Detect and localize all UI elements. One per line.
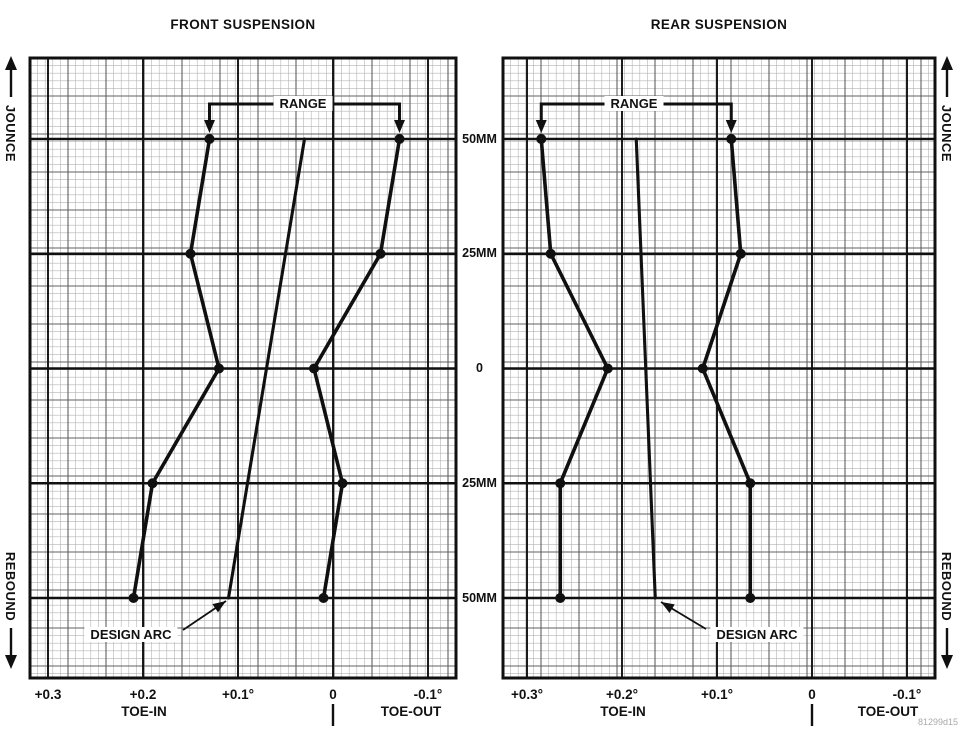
data-point-marker <box>337 478 348 489</box>
jounce-axis-label-right: JOUNCE <box>938 56 956 165</box>
jounce-text: JOUNCE <box>939 104 955 162</box>
down-arrowhead-icon <box>535 120 547 133</box>
data-point-marker <box>745 478 756 489</box>
range-callout-rear: RANGE <box>604 96 664 111</box>
rear-chart-title: REAR SUSPENSION <box>650 17 788 32</box>
design-arc-line <box>226 137 307 600</box>
down-arrow-icon <box>5 628 17 669</box>
y-tick-label: 25MM <box>462 475 497 490</box>
data-point-marker <box>309 363 319 374</box>
data-point-marker <box>735 248 746 259</box>
data-point-marker <box>536 134 547 144</box>
y-tick-label: 50MM <box>462 590 497 605</box>
data-point-marker <box>555 593 566 603</box>
rebound-axis-label-left: REBOUND <box>2 548 20 669</box>
down-arrowhead-icon <box>725 120 737 133</box>
data-point-marker <box>214 363 224 374</box>
rebound-text: REBOUND <box>3 551 19 621</box>
down-arrowhead-icon <box>204 120 215 133</box>
range-callout-front: RANGE <box>273 96 333 111</box>
data-point-marker <box>318 593 329 603</box>
arrowhead-icon <box>212 601 226 613</box>
y-tick-label: 50MM <box>462 131 497 146</box>
design-arc-callout-front: DESIGN ARC <box>84 627 178 642</box>
up-arrow-icon <box>941 56 953 97</box>
toe-in-label-rear: TOE-IN <box>600 704 646 719</box>
rebound-axis-label-right: REBOUND <box>938 548 956 669</box>
down-arrow-icon <box>941 628 953 669</box>
data-point-marker <box>697 363 708 374</box>
data-point-marker <box>375 248 386 259</box>
jounce-text: JOUNCE <box>3 104 19 162</box>
jounce-axis-label-left: JOUNCE <box>2 56 20 165</box>
data-point-marker <box>726 134 737 144</box>
data-point-marker <box>185 248 196 259</box>
design-arc-line <box>634 137 657 600</box>
data-point-marker <box>394 134 405 144</box>
data-point-marker <box>128 593 139 603</box>
front-panel <box>28 56 458 726</box>
data-point-marker <box>545 248 556 259</box>
rear-panel <box>501 56 937 726</box>
down-arrowhead-icon <box>394 120 405 133</box>
data-point-marker <box>147 478 158 489</box>
rebound-text: REBOUND <box>939 551 955 621</box>
up-arrow-icon <box>5 56 17 97</box>
toe-out-label-front: TOE-OUT <box>380 704 442 719</box>
arrowhead-icon <box>661 602 675 613</box>
toe-in-label-front: TOE-IN <box>121 704 167 719</box>
data-point-marker <box>555 478 566 489</box>
data-point-marker <box>745 593 756 603</box>
data-point-marker <box>602 363 613 374</box>
plate-number-watermark: 81299d15 <box>917 717 958 727</box>
design-arc-callout-rear: DESIGN ARC <box>710 627 804 642</box>
y-tick-label: 0 <box>476 361 483 375</box>
data-point-marker <box>204 134 215 144</box>
toe-out-label-rear: TOE-OUT <box>857 704 919 719</box>
travel-tick-labels-layer: 50MM 25MM 0 25MM 50MM <box>456 0 503 732</box>
y-tick-label: 25MM <box>462 246 497 261</box>
front-chart-title: FRONT SUSPENSION <box>170 17 316 32</box>
